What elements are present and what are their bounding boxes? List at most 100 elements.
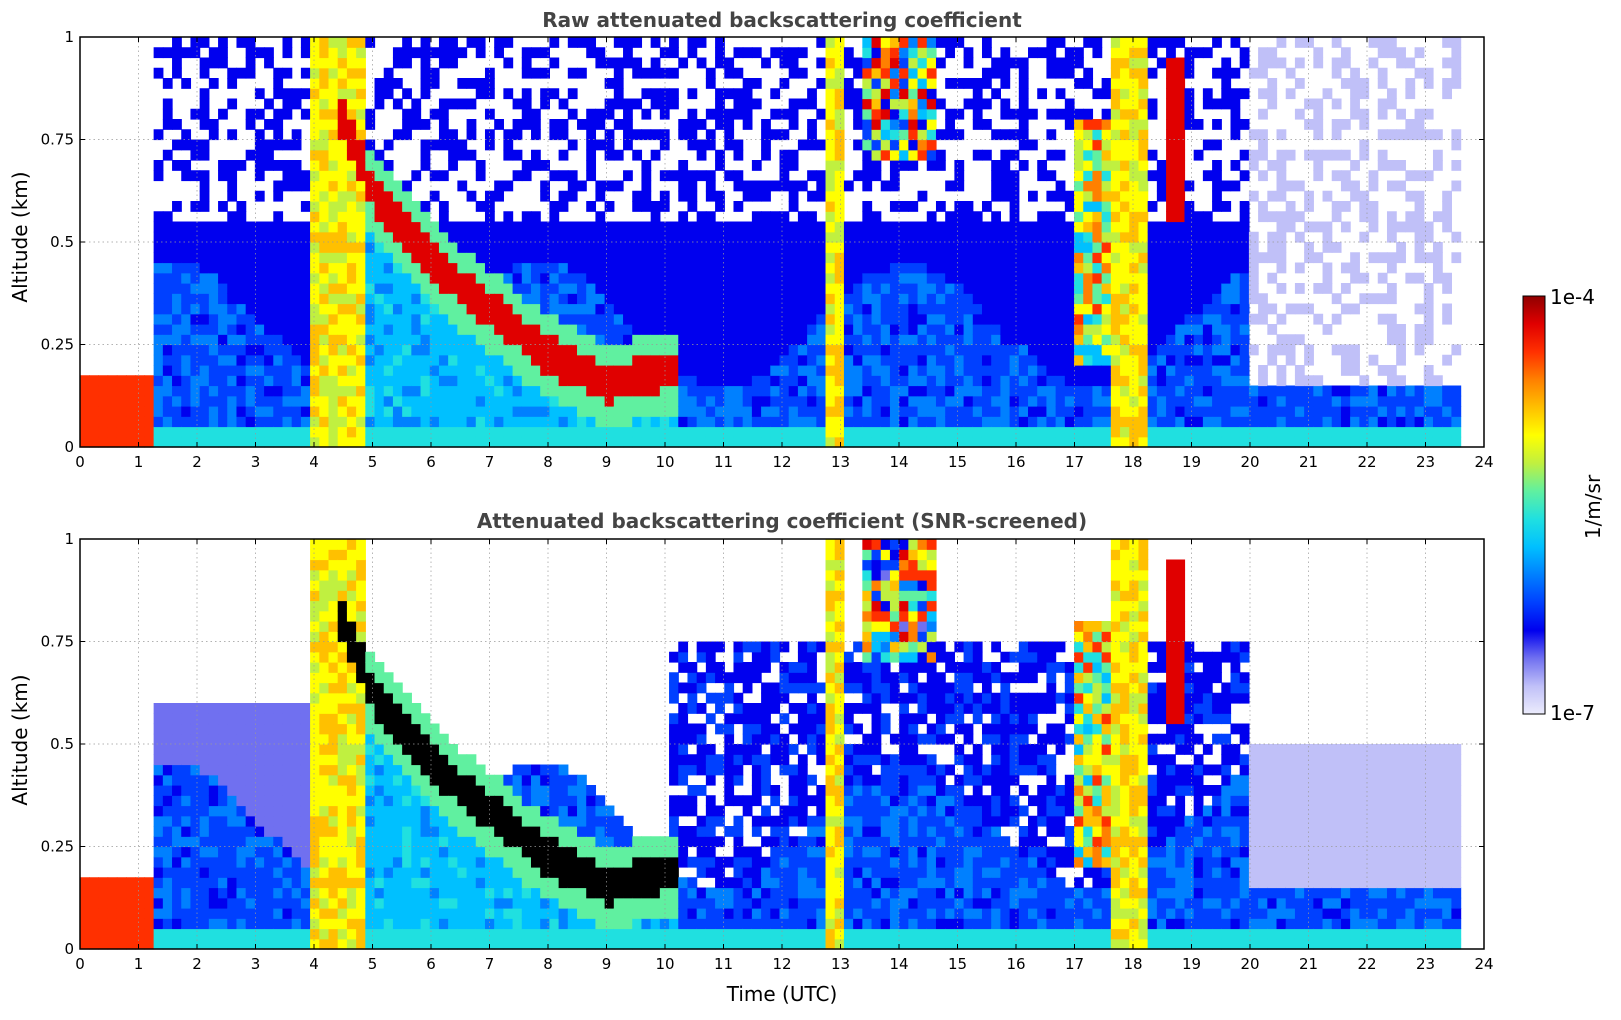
heatmap-cell	[761, 119, 771, 130]
heatmap-cell	[770, 252, 781, 264]
heatmap-cell	[420, 37, 431, 48]
heatmap-cell	[420, 252, 431, 264]
heatmap-cell	[1193, 416, 1204, 428]
heatmap-cell	[816, 190, 827, 202]
heatmap-cell	[153, 262, 164, 274]
heatmap-cell	[420, 406, 431, 417]
heatmap-cell	[190, 846, 201, 858]
heatmap-cell	[227, 877, 238, 889]
heatmap-cell	[1092, 47, 1103, 59]
heatmap-cell	[899, 283, 909, 294]
heatmap-cell	[245, 293, 256, 305]
heatmap-cell	[586, 139, 597, 151]
heatmap-cell	[1377, 426, 1388, 438]
heatmap-cell	[632, 149, 643, 161]
heatmap-cell	[531, 119, 541, 130]
heatmap-cell	[926, 426, 937, 438]
heatmap-cell	[871, 416, 882, 428]
heatmap-cell	[374, 180, 385, 192]
heatmap-cell	[1368, 221, 1379, 233]
heatmap-cell	[862, 354, 873, 366]
heatmap-cell	[1120, 67, 1130, 79]
heatmap-cell	[641, 395, 652, 407]
heatmap-cell	[742, 375, 753, 387]
heatmap-cell	[613, 324, 624, 335]
heatmap-cell	[264, 426, 274, 438]
heatmap-cell	[871, 313, 882, 325]
heatmap-cell	[1101, 426, 1112, 438]
heatmap-cell	[751, 344, 762, 356]
heatmap-cell	[402, 88, 412, 100]
heatmap-cell	[328, 846, 339, 858]
heatmap-cell	[843, 385, 854, 397]
heatmap-cell	[1028, 436, 1038, 448]
heatmap-cell	[475, 221, 486, 233]
heatmap-cell	[1212, 303, 1222, 315]
heatmap-cell	[319, 303, 330, 315]
heatmap-cell	[310, 108, 320, 120]
heatmap-cell	[531, 365, 541, 376]
heatmap-cell	[1202, 211, 1213, 223]
heatmap-cell	[1101, 149, 1112, 161]
heatmap-cell	[521, 303, 532, 315]
heatmap-cell	[1028, 252, 1038, 264]
heatmap-cell	[1083, 160, 1094, 171]
heatmap-cell	[411, 426, 422, 438]
heatmap-cell	[1285, 201, 1296, 212]
heatmap-cell	[880, 365, 891, 376]
heatmap-cell	[779, 375, 790, 387]
heatmap-cell	[172, 887, 182, 899]
heatmap-cell	[678, 324, 689, 335]
heatmap-cell	[512, 293, 523, 305]
heatmap-cell	[429, 242, 440, 253]
heatmap-cell	[1138, 436, 1149, 448]
heatmap-cell	[254, 416, 265, 428]
heatmap-cell	[945, 47, 955, 59]
heatmap-cell	[954, 334, 965, 346]
heatmap-cell	[853, 108, 863, 120]
heatmap-cell	[926, 149, 937, 161]
heatmap-cell	[908, 108, 919, 120]
heatmap-cell	[1028, 385, 1038, 397]
heatmap-cell	[751, 385, 762, 397]
heatmap-cell	[1000, 149, 1011, 161]
heatmap-cell	[696, 252, 707, 264]
heatmap-cell	[273, 119, 284, 130]
heatmap-cell	[880, 303, 891, 315]
heatmap-cell	[650, 303, 661, 315]
heatmap-cell	[300, 108, 311, 120]
heatmap-cell	[402, 375, 412, 387]
heatmap-cell	[816, 57, 827, 69]
heatmap-cell	[254, 713, 265, 725]
heatmap-cell	[834, 385, 845, 397]
heatmap-cell	[1101, 293, 1112, 305]
heatmap-cell	[595, 252, 606, 264]
heatmap-cell	[1129, 365, 1140, 376]
heatmap-cell	[254, 354, 265, 366]
heatmap-cell	[963, 313, 974, 325]
heatmap-cell	[1294, 375, 1305, 387]
heatmap-cell	[825, 88, 836, 100]
heatmap-cell	[484, 303, 495, 315]
heatmap-cell	[641, 293, 652, 305]
heatmap-cell	[227, 211, 238, 223]
heatmap-cell	[512, 303, 523, 315]
heatmap-cell	[733, 365, 744, 376]
heatmap-cell	[1175, 395, 1186, 407]
heatmap-cell	[218, 365, 228, 376]
heatmap-cell	[899, 313, 909, 325]
heatmap-cell	[1156, 334, 1167, 346]
heatmap-cell	[448, 313, 458, 325]
heatmap-cell	[1000, 395, 1011, 407]
heatmap-cell	[319, 938, 330, 950]
heatmap-cell	[356, 406, 366, 417]
heatmap-cell	[392, 190, 403, 202]
heatmap-cell	[549, 426, 560, 438]
heatmap-cell	[1350, 98, 1360, 110]
heatmap-cell	[586, 201, 597, 212]
heatmap-cell	[816, 170, 827, 182]
heatmap-cell	[328, 436, 339, 448]
heatmap-cell	[402, 262, 412, 274]
heatmap-cell	[1064, 406, 1075, 417]
heatmap-cell	[346, 324, 357, 335]
